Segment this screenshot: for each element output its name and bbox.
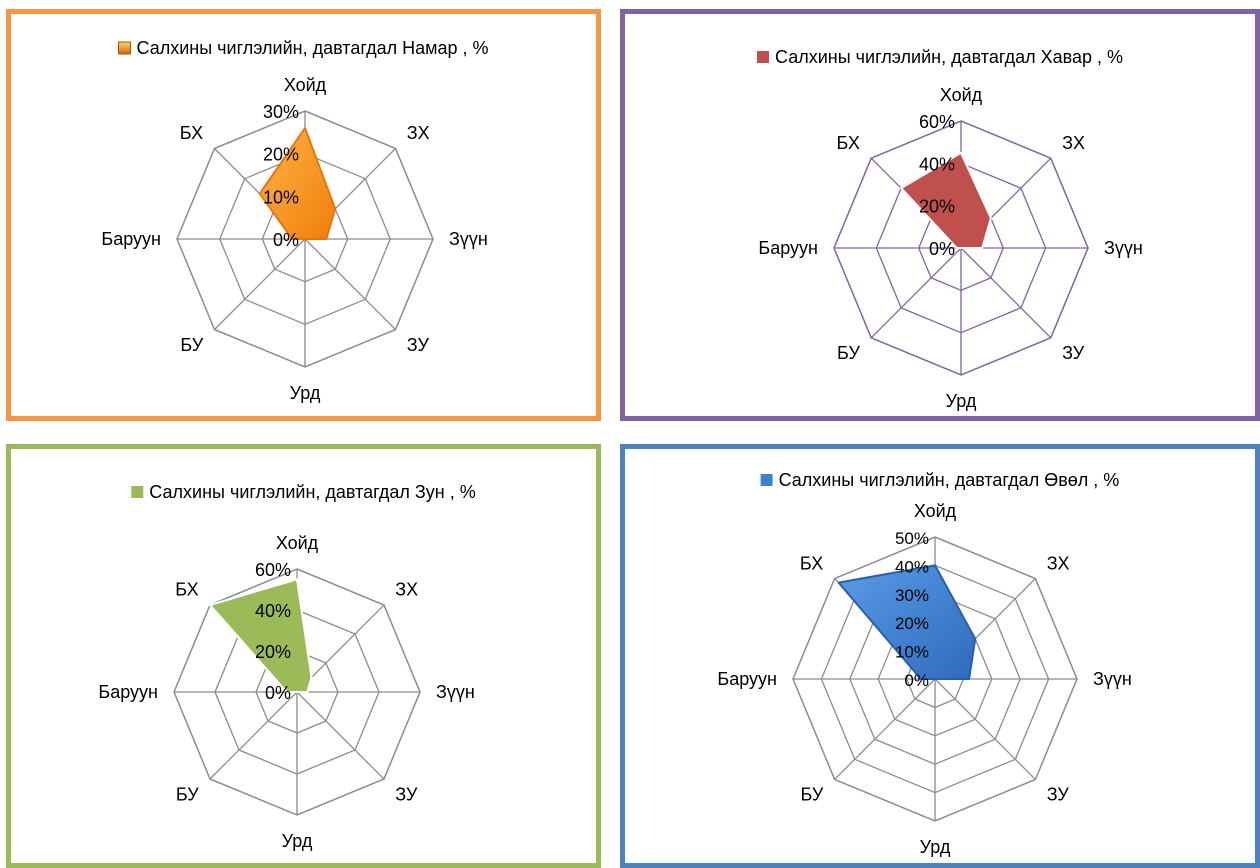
cat-ne: ЗХ [395,580,418,600]
cat-east: Зүүн [449,229,488,249]
tick-label: 0% [265,683,291,703]
series-area [900,151,992,249]
cat-se: ЗУ [1047,785,1070,805]
grid-spoke [870,247,962,339]
grid-spoke [296,691,385,780]
tick-label: 0% [273,230,299,250]
tick-label: 20% [895,614,929,633]
tick-label: 30% [263,102,299,122]
cat-west: Баруун [101,229,161,249]
radar-chart-summer: 0% 20% 40% 60% Хойд ЗХ Зүүн ЗУ Урд БУ Баруун БХ Салх… [98,482,475,851]
cat-north: Хойд [276,533,319,553]
cat-east: Зүүн [1104,238,1143,258]
cat-west: Баруун [758,238,818,258]
tick-label: 20% [255,642,291,662]
series-area [258,127,337,240]
cat-north: Хойд [914,501,957,521]
chart-panel-winter: 0% 10% 20% 30% 40% 50% Хойд ЗХ Зүүн ЗУ Урд БУ Баруун… [620,444,1260,868]
cat-se: ЗУ [395,784,418,804]
radar-chart-winter: 0% 10% 20% 30% 40% 50% Хойд ЗХ Зүүн ЗУ Урд БУ Баруун… [717,470,1132,857]
cat-nw: БХ [836,133,859,153]
cat-se: ЗУ [1062,343,1085,363]
chart-panel-summer: 0% 20% 40% 60% Хойд ЗХ Зүүн ЗУ Урд БУ Баруун БХ Салх… [6,444,601,868]
legend-marker [118,41,131,55]
grid-spoke [834,678,936,780]
cat-sw: БУ [800,785,823,805]
cat-east: Зүүн [436,682,475,702]
cat-south: Урд [290,383,321,403]
legend-marker [760,474,773,486]
tick-label: 0% [904,671,929,690]
tick-label: 60% [255,560,291,580]
cat-sw: БУ [837,343,860,363]
legend-label: Салхины чиглэлийн, давтагдал Хавар , % [775,47,1123,67]
chart-panel-autumn: 0% 10% 20% 30% Хойд ЗХ Зүүн ЗУ Урд БУ Баруун БХ Салх… [6,9,601,421]
cat-se: ЗУ [407,335,430,355]
cat-south: Урд [282,831,313,851]
tick-label: 50% [895,529,929,548]
legend-label: Салхины чиглэлийн, давтагдал Зун , % [149,482,475,502]
radar-chart-spring: 0% 20% 40% 60% Хойд ЗХ Зүүн ЗУ Урд БУ Баруун БХ Салх… [757,47,1143,411]
cat-ne: ЗХ [1047,553,1070,573]
radar-chart-autumn: 0% 10% 20% 30% Хойд ЗХ Зүүн ЗУ Урд БУ Баруун БХ Салх… [101,38,489,403]
tick-label: 0% [929,239,955,259]
cat-north: Хойд [940,85,983,105]
cat-ne: ЗХ [407,123,430,143]
cat-south: Урд [946,391,977,411]
tick-label: 40% [255,601,291,621]
cat-ne: ЗХ [1062,133,1085,153]
cat-west: Баруун [717,669,777,689]
tick-label: 40% [919,154,955,174]
tick-label: 10% [895,643,929,662]
cat-nw: БХ [180,123,203,143]
legend-label: Салхины чиглэлийн, давтагдал Намар , % [137,38,489,58]
cat-north: Хойд [284,75,327,95]
cat-south: Урд [920,837,951,857]
series-area [209,578,313,693]
legend-label: Салхины чиглэлийн, давтагдал Өвөл , % [779,470,1120,490]
tick-label: 30% [895,586,929,605]
cat-nw: БХ [800,553,823,573]
grid-spoke [304,238,396,330]
tick-label: 10% [263,187,299,207]
legend-marker [757,51,769,63]
cat-sw: БУ [176,784,199,804]
cat-nw: БХ [175,580,198,600]
grid-spoke [209,691,298,780]
series-area [837,564,977,680]
legend-marker [131,486,144,498]
cat-east: Зүүн [1093,669,1132,689]
tick-label: 60% [919,112,955,132]
tick-label: 20% [919,197,955,217]
grid-spoke [960,247,1052,339]
tick-label: 40% [895,557,929,576]
chart-panel-spring: 0% 20% 40% 60% Хойд ЗХ Зүүн ЗУ Урд БУ Баруун БХ Салх… [620,9,1260,421]
grid-spoke [934,678,1036,780]
tick-label: 20% [263,145,299,165]
cat-west: Баруун [98,682,158,702]
cat-sw: БУ [180,335,203,355]
grid-spoke [214,238,306,330]
